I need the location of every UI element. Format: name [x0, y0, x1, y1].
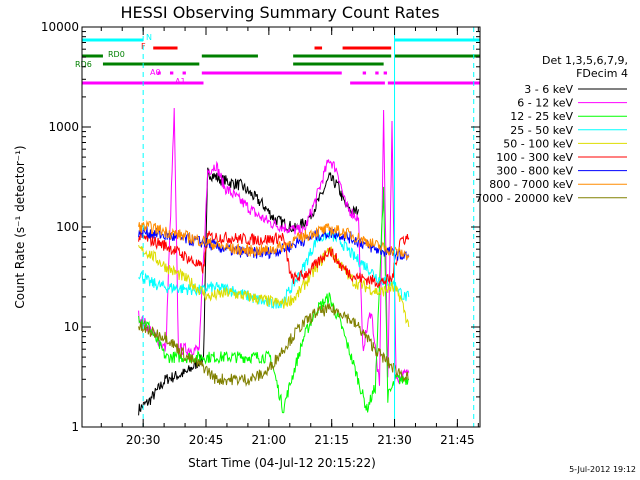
legend-label-6-12-kev: 6 - 12 keV [517, 97, 573, 110]
series-line-50-100-kev [138, 244, 410, 328]
y-axis-label: Count Rate (s⁻¹ detector⁻¹) [13, 145, 27, 308]
legend-label-100-300-kev: 100 - 300 keV [496, 151, 573, 164]
axes: 20:30 20:45 21:00 21:15 21:30 21:45 1 10 100 1000… [41, 20, 480, 447]
series-line-12-25-kev [138, 186, 410, 414]
legend-label-800-7000-kev: 800 - 7000 keV [489, 178, 573, 191]
series-line-100-300-kev [138, 229, 410, 289]
series-line-7000-20000-kev [138, 303, 409, 387]
flag-label-a0: A0 [150, 68, 161, 77]
legend-header-line-2: FDecim 4 [576, 67, 628, 80]
legend-label-50-100-kev: 50 - 100 keV [503, 137, 573, 150]
x-tick-label: 21:00 [252, 433, 287, 447]
y-tick-label: 1 [71, 420, 79, 434]
flag-bars: NFRD0RD6A0A1 [75, 33, 480, 86]
series-line-800-7000-kev [138, 219, 410, 260]
x-tick-label: 21:30 [377, 433, 412, 447]
flag-label-n: N [146, 33, 152, 42]
x-axis-label: Start Time (04-Jul-12 20:15:22) [188, 456, 376, 470]
legend-label-12-25-kev: 12 - 25 keV [510, 110, 573, 123]
legend-label-300-800-kev: 300 - 800 keV [496, 165, 573, 178]
series-line-3-6-kev [138, 167, 359, 416]
series-line-25-50-kev [138, 229, 410, 310]
footer-timestamp: 5-Jul-2012 19:12 [569, 465, 636, 474]
chart-title: HESSI Observing Summary Count Rates [120, 3, 439, 22]
legend-label-25-50-kev: 25 - 50 keV [510, 124, 573, 137]
y-tick-label: 10 [64, 320, 79, 334]
y-tick-label: 1000 [48, 120, 79, 134]
x-tick-label: 20:30 [126, 433, 161, 447]
legend-header-line-1: Det 1,3,5,6,7,9, [542, 54, 628, 67]
flag-label-rd6: RD6 [75, 60, 92, 69]
legend-label-3-6-kev: 3 - 6 keV [524, 83, 573, 96]
x-tick-label: 21:45 [440, 433, 475, 447]
flag-label-rd0: RD0 [108, 50, 125, 59]
legend-label-7000-20000-kev: 7000 - 20000 keV [475, 192, 573, 205]
x-tick-label: 20:45 [189, 433, 224, 447]
y-tick-label: 10000 [41, 20, 79, 34]
series-lines [138, 107, 410, 416]
x-tick-label: 21:15 [314, 433, 349, 447]
y-tick-label: 100 [56, 220, 79, 234]
flag-label-a1: A1 [175, 77, 186, 86]
